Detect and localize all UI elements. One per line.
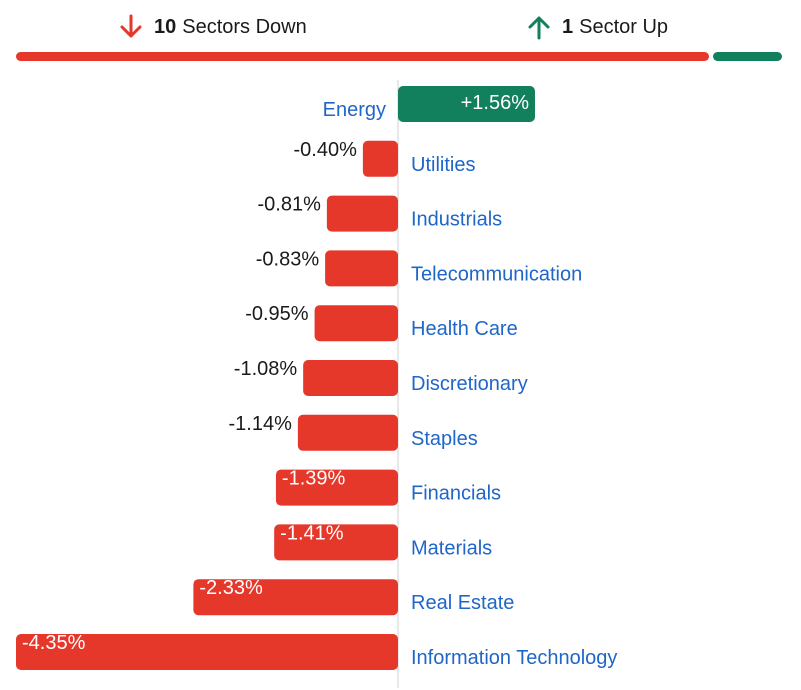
value-label-staples: -1.14%	[229, 413, 293, 435]
sector-link-utilities[interactable]: Utilities	[411, 154, 475, 176]
sector-link-financials[interactable]: Financials	[411, 483, 501, 505]
sector-link-telecommunication[interactable]: Telecommunication	[411, 263, 582, 285]
value-label-discretionary: -1.08%	[234, 358, 298, 380]
value-label-information-technology: -4.35%	[22, 632, 86, 654]
sector-link-materials[interactable]: Materials	[411, 537, 492, 559]
sectors-down-label: Sectors Down	[182, 15, 307, 38]
bar-industrials	[326, 195, 398, 232]
bar-health-care	[314, 305, 398, 342]
value-label-industrials: -0.81%	[257, 194, 321, 216]
value-label-health-care: -0.95%	[245, 303, 309, 325]
bar-utilities	[362, 140, 398, 177]
sectors-up-count: 1	[562, 15, 574, 38]
arrow-down-icon	[120, 14, 142, 38]
value-label-utilities: -0.40%	[293, 139, 357, 161]
bar-real-estate	[193, 579, 398, 616]
bar-energy	[398, 86, 535, 122]
sector-link-information-technology[interactable]: Information Technology	[411, 647, 617, 669]
sectors-up-summary: 1 Sector Up	[526, 10, 668, 44]
arrow-up-icon	[528, 16, 550, 40]
sectors-up-label: Sector Up	[579, 15, 669, 38]
ratio-down-segment	[16, 52, 709, 61]
down-up-ratio-bar	[16, 52, 782, 61]
value-label-real-estate: -2.33%	[199, 577, 263, 599]
sector-link-health-care[interactable]: Health Care	[411, 318, 518, 340]
bar-discretionary	[303, 360, 398, 396]
sector-link-industrials[interactable]: Industrials	[411, 209, 502, 231]
sectors-down-summary: 10 Sectors Down	[118, 10, 307, 44]
value-label-financials: -1.39%	[282, 468, 346, 490]
value-label-materials: -1.41%	[280, 522, 344, 544]
value-label-telecommunication: -0.83%	[256, 248, 320, 270]
bar-information-technology	[16, 634, 398, 670]
bar-telecommunication	[325, 250, 398, 287]
value-label-energy: +1.56%	[461, 92, 530, 114]
bar-materials	[274, 524, 398, 561]
sector-link-staples[interactable]: Staples	[411, 428, 478, 450]
sector-link-real-estate[interactable]: Real Estate	[411, 592, 514, 614]
sector-summary: 10 Sectors Down 1 Sector Up	[0, 10, 801, 44]
sector-link-energy[interactable]: Energy	[323, 99, 386, 121]
sectors-down-count: 10	[154, 15, 177, 38]
ratio-up-segment	[712, 52, 782, 61]
sector-link-discretionary[interactable]: Discretionary	[411, 373, 528, 395]
bar-financials	[275, 469, 398, 506]
bar-staples	[297, 414, 398, 451]
